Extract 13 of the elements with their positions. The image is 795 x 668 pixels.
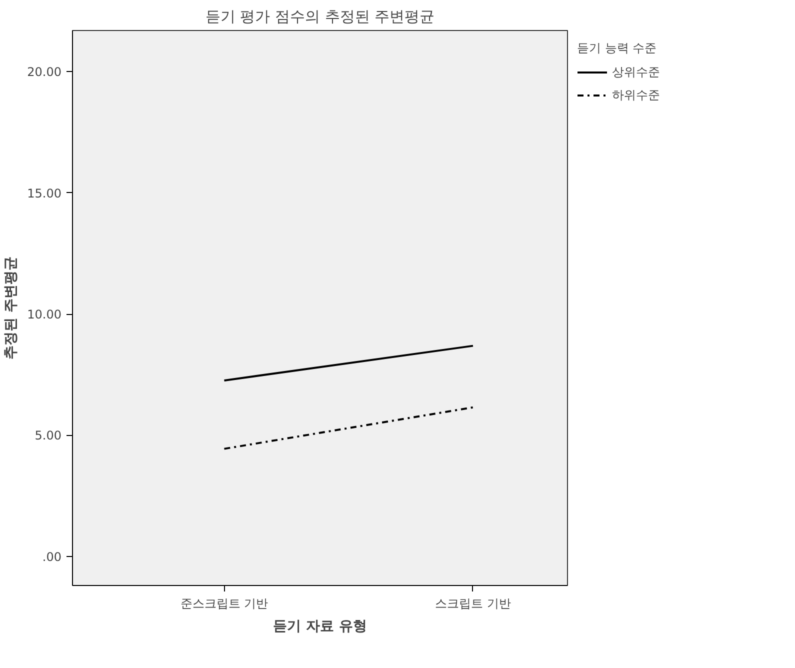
y-tick-label: .00 — [42, 550, 62, 564]
legend-title: 듣기 능력 수준 — [577, 40, 658, 57]
y-tick-label: 10.00 — [27, 308, 62, 322]
legend-label: 상위수준 — [612, 64, 660, 80]
chart-title: 듣기 평가 점수의 추정된 주변평균 — [205, 8, 435, 26]
y-tick-label: 20.00 — [27, 65, 62, 80]
x-axis-title: 듣기 자료 유형 — [273, 618, 367, 634]
x-tick-label: 준스크립트 기반 — [180, 596, 268, 610]
y-tick-label: 15.00 — [27, 186, 62, 200]
x-tick-label: 스크립트 기반 — [435, 596, 511, 610]
y-axis-title: 추정된 주변평균 — [3, 256, 20, 360]
y-tick-label: 5.00 — [34, 428, 62, 443]
legend-label: 하위수준 — [612, 86, 660, 104]
